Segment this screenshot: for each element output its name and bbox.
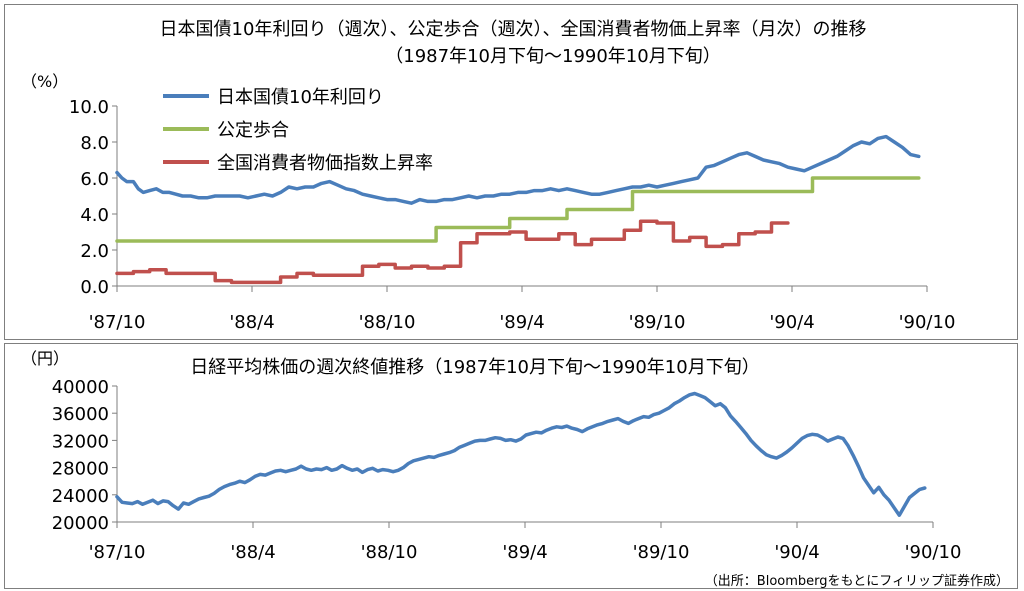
y-tick-label: 8.0 <box>80 133 109 154</box>
x-tick-label: '90/10 <box>905 542 962 563</box>
series-layer <box>115 391 927 517</box>
chart-panel-jgb-rates: 日本国債10年利回り（週次）、公定歩合（週次）、全国消費者物価上昇率（月次）の推… <box>4 4 1018 340</box>
x-tick-label: '88/4 <box>229 312 274 333</box>
series-line <box>115 391 927 517</box>
series-line <box>115 219 790 285</box>
y-unit-label: （円） <box>21 349 69 368</box>
chart-nikkei-svg: （円） 日経平均株価の週次終値推移（1987年10月下旬～1990年10月下旬）… <box>21 349 1009 589</box>
y-tick-label: 10.0 <box>69 97 109 118</box>
y-tick-label: 4.0 <box>80 205 109 226</box>
x-tick-label: '88/10 <box>359 312 416 333</box>
x-tick-label: '90/4 <box>769 312 814 333</box>
y-unit-label: （%） <box>21 72 68 91</box>
x-tick-label: '87/10 <box>89 312 146 333</box>
y-tick-label: 32000 <box>52 431 109 452</box>
y-tick-label: 36000 <box>52 404 109 425</box>
y-tick-label: 0.0 <box>80 277 109 298</box>
series-layer <box>115 134 921 285</box>
x-tick-label: '90/4 <box>774 542 819 563</box>
chart-panel-nikkei: （円） 日経平均株価の週次終値推移（1987年10月下旬～1990年10月下旬）… <box>4 343 1018 589</box>
axes: 0.0 2.0 4.0 6.0 8.0 10.0 '87/10 '88/4 '88/10 '89/… <box>69 97 955 333</box>
y-tick-label: 2.0 <box>80 241 109 262</box>
chart-subtitle: （1987年10月下旬～1990年10月下旬） <box>385 46 720 67</box>
y-tick-label: 20000 <box>52 513 109 534</box>
legend-label: 日本国債10年利回り <box>217 87 384 108</box>
x-tick-label: '89/4 <box>502 542 547 563</box>
axes: 20000 24000 28000 32000 36000 40000 '87/10 '88/… <box>52 377 962 563</box>
x-tick-label: '89/10 <box>633 542 690 563</box>
x-tick-label: '87/10 <box>89 542 146 563</box>
x-tick-label: '89/10 <box>629 312 686 333</box>
x-tick-label: '90/10 <box>899 312 956 333</box>
legend-label: 公定歩合 <box>217 120 289 141</box>
y-tick-label: 40000 <box>52 377 109 398</box>
y-tick-label: 6.0 <box>80 169 109 190</box>
series-line <box>115 134 921 205</box>
chart-rates-svg: 日本国債10年利回り（週次）、公定歩合（週次）、全国消費者物価上昇率（月次）の推… <box>21 19 955 333</box>
x-tick-label: '88/10 <box>361 542 418 563</box>
x-tick-label: '88/4 <box>230 542 275 563</box>
y-tick-label: 28000 <box>52 459 109 480</box>
series-line <box>115 176 921 243</box>
legend-label: 全国消費者物価指数上昇率 <box>217 153 433 174</box>
chart-title: 日本国債10年利回り（週次）、公定歩合（週次）、全国消費者物価上昇率（月次）の推… <box>160 19 867 40</box>
y-tick-label: 24000 <box>52 486 109 507</box>
x-tick-label: '89/4 <box>499 312 544 333</box>
source-note: （出所：Bloombergをもとにフィリップ証券作成） <box>705 573 1009 589</box>
chart-title: 日経平均株価の週次終値推移（1987年10月下旬～1990年10月下旬） <box>190 357 759 378</box>
